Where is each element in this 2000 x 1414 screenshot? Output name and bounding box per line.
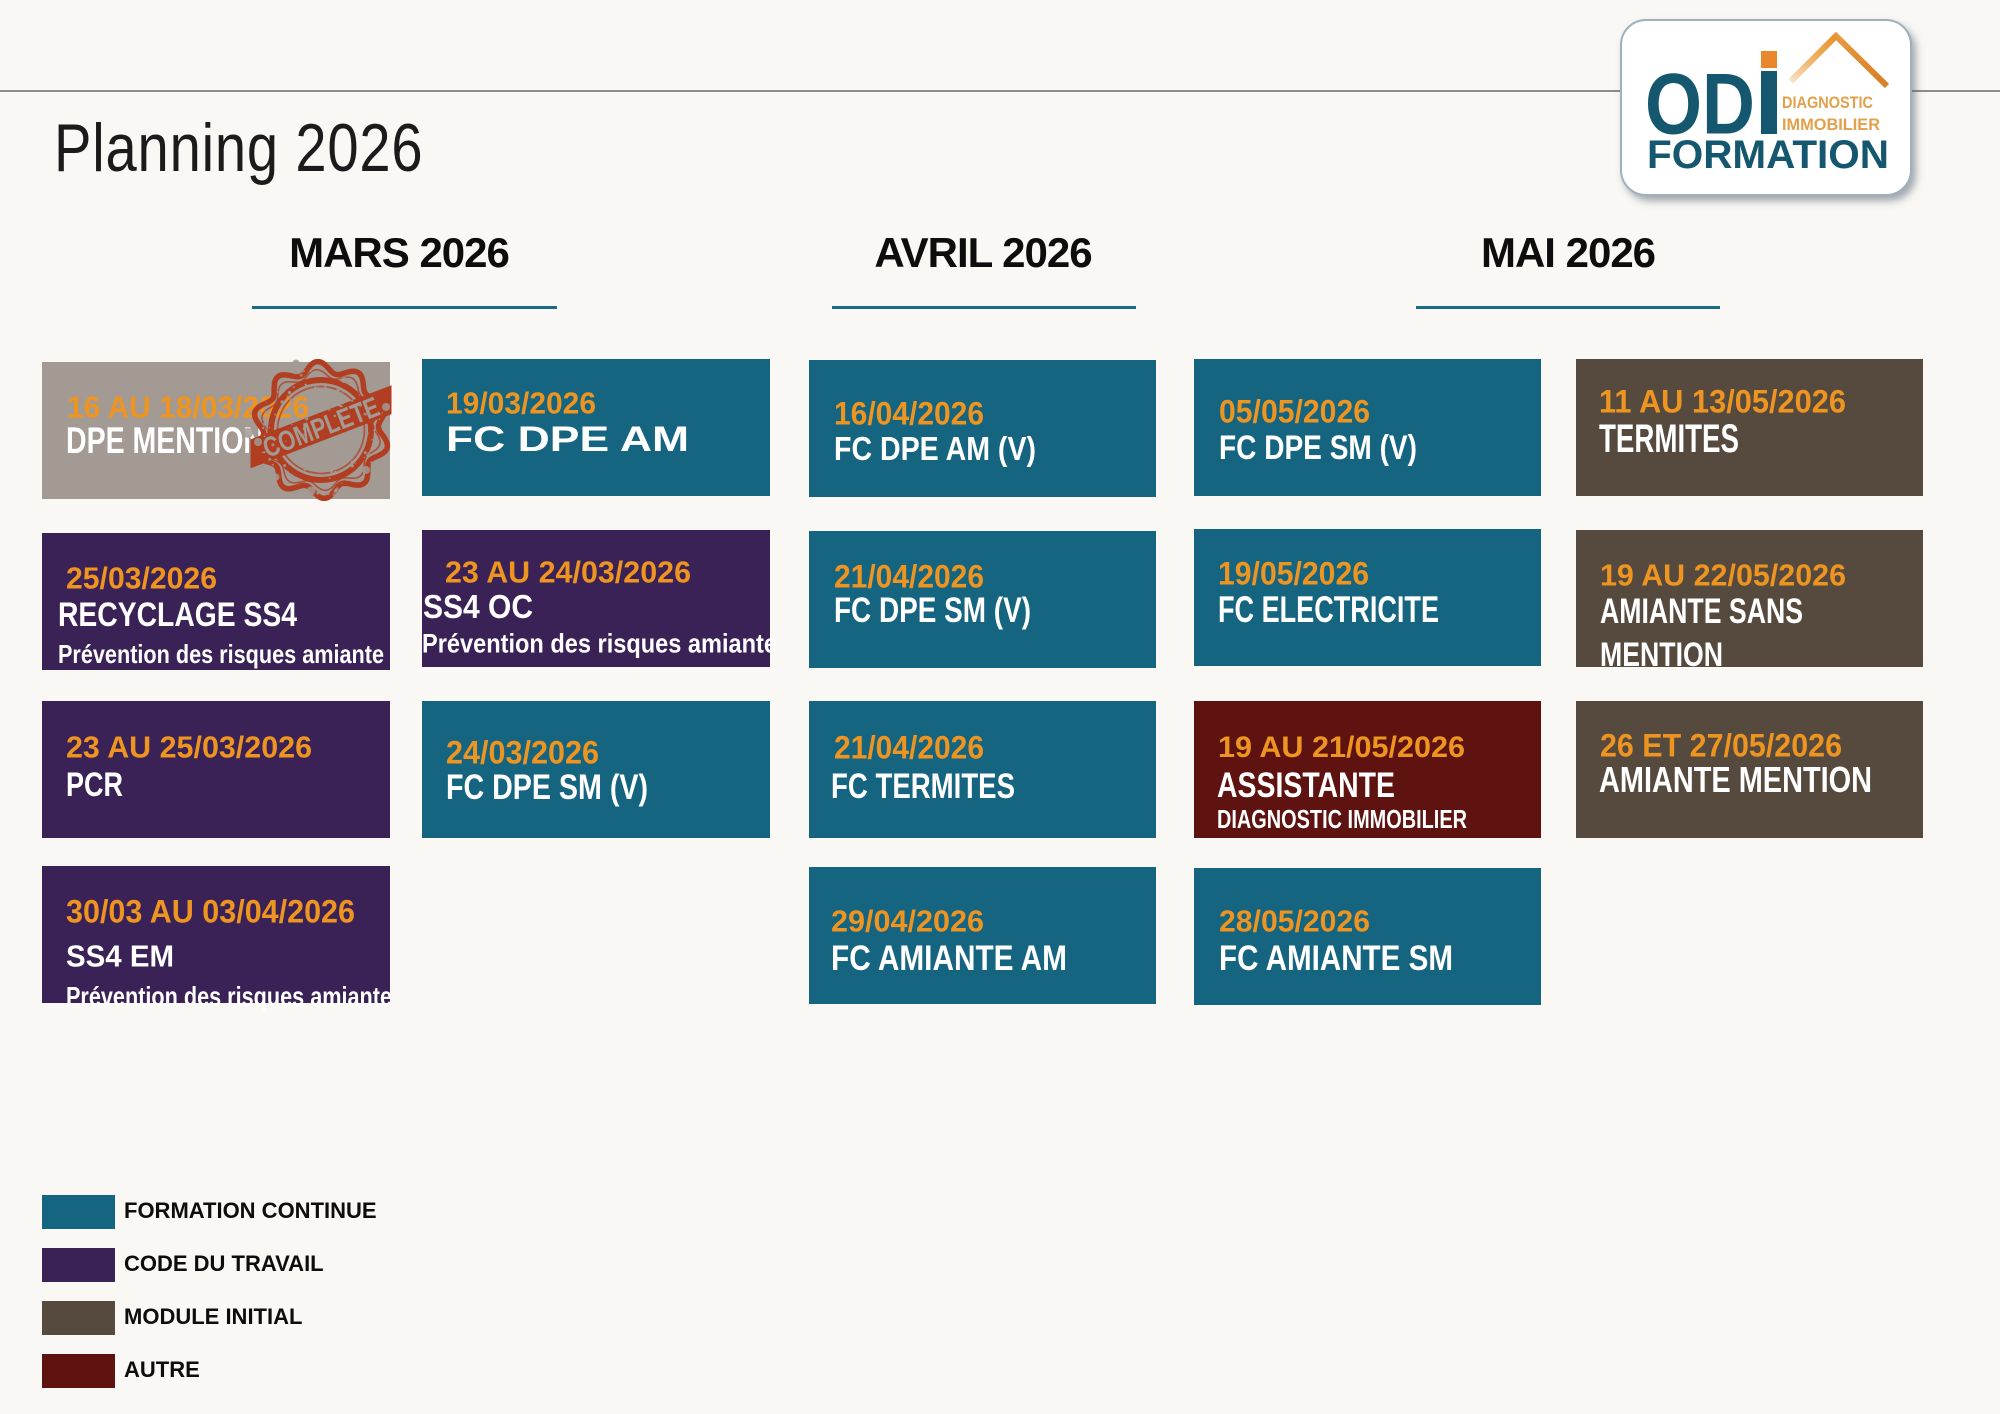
svg-text:FC DPE AM (V): FC DPE AM (V): [834, 430, 1036, 467]
svg-text:19 AU 21/05/2026: 19 AU 21/05/2026: [1218, 731, 1465, 764]
svg-text:21/04/2026: 21/04/2026: [834, 558, 984, 594]
svg-text:11 AU 13/05/2026: 11 AU 13/05/2026: [1599, 384, 1846, 420]
svg-text:SS4 EM: SS4 EM: [66, 939, 174, 974]
svg-text:21/04/2026: 21/04/2026: [834, 729, 984, 765]
svg-text:FORMATION: FORMATION: [1647, 133, 1889, 177]
svg-text:SS4 OC: SS4 OC: [423, 588, 533, 625]
svg-text:MENTION: MENTION: [1600, 636, 1723, 674]
svg-text:Prévention des risques amiante: Prévention des risques amiante: [422, 629, 777, 659]
svg-text:19/03/2026: 19/03/2026: [446, 386, 596, 421]
svg-text:16 AU 18/03/2026: 16 AU 18/03/2026: [67, 390, 309, 425]
svg-text:AMIANTE SANS: AMIANTE SANS: [1600, 591, 1803, 631]
svg-text:24/03/2026: 24/03/2026: [446, 734, 599, 770]
svg-text:25/03/2026: 25/03/2026: [66, 561, 217, 596]
svg-text:19/05/2026: 19/05/2026: [1218, 555, 1369, 591]
svg-text:RECYCLAGE SS4: RECYCLAGE SS4: [58, 596, 297, 634]
svg-text:05/05/2026: 05/05/2026: [1219, 393, 1370, 429]
svg-text:FC TERMITES: FC TERMITES: [831, 766, 1015, 806]
svg-text:Prévention des risques amiante: Prévention des risques amiante: [58, 639, 384, 669]
svg-text:IMMOBILIER: IMMOBILIER: [1782, 116, 1880, 134]
svg-text:FC AMIANTE AM: FC AMIANTE AM: [831, 938, 1067, 978]
svg-text:FC ELECTRICITE: FC ELECTRICITE: [1218, 589, 1439, 630]
svg-text:16/04/2026: 16/04/2026: [834, 395, 984, 431]
svg-text:30/03 AU 03/04/2026: 30/03 AU 03/04/2026: [66, 893, 355, 929]
svg-text:OD: OD: [1645, 57, 1755, 153]
svg-text:28/05/2026: 28/05/2026: [1219, 904, 1370, 939]
svg-text:23 AU 24/03/2026: 23 AU 24/03/2026: [445, 555, 691, 590]
svg-text:FC DPE SM (V): FC DPE SM (V): [446, 767, 648, 807]
svg-text:FC AMIANTE SM: FC AMIANTE SM: [1219, 938, 1453, 978]
svg-text:26 ET 27/05/2026: 26 ET 27/05/2026: [1600, 727, 1842, 763]
svg-text:FC DPE SM (V): FC DPE SM (V): [834, 590, 1031, 630]
svg-text:AMIANTE MENTION: AMIANTE MENTION: [1599, 759, 1872, 800]
svg-text:29/04/2026: 29/04/2026: [831, 904, 984, 939]
svg-text:PCR: PCR: [66, 766, 123, 804]
svg-text:Prévention des risques amiante: Prévention des risques amiante: [66, 981, 392, 1011]
svg-text:DPE MENTION: DPE MENTION: [66, 420, 264, 461]
svg-text:DIAGNOSTIC: DIAGNOSTIC: [1782, 94, 1873, 112]
svg-text:TERMITES: TERMITES: [1599, 417, 1739, 461]
svg-text:19 AU 22/05/2026: 19 AU 22/05/2026: [1600, 558, 1846, 593]
svg-text:ASSISTANTE: ASSISTANTE: [1217, 765, 1395, 805]
svg-text:DIAGNOSTIC IMMOBILIER: DIAGNOSTIC IMMOBILIER: [1217, 804, 1467, 834]
svg-text:23 AU 25/03/2026: 23 AU 25/03/2026: [66, 730, 312, 765]
svg-text:FC DPE SM (V): FC DPE SM (V): [1219, 429, 1417, 467]
svg-text:FC DPE AM: FC DPE AM: [446, 419, 689, 459]
